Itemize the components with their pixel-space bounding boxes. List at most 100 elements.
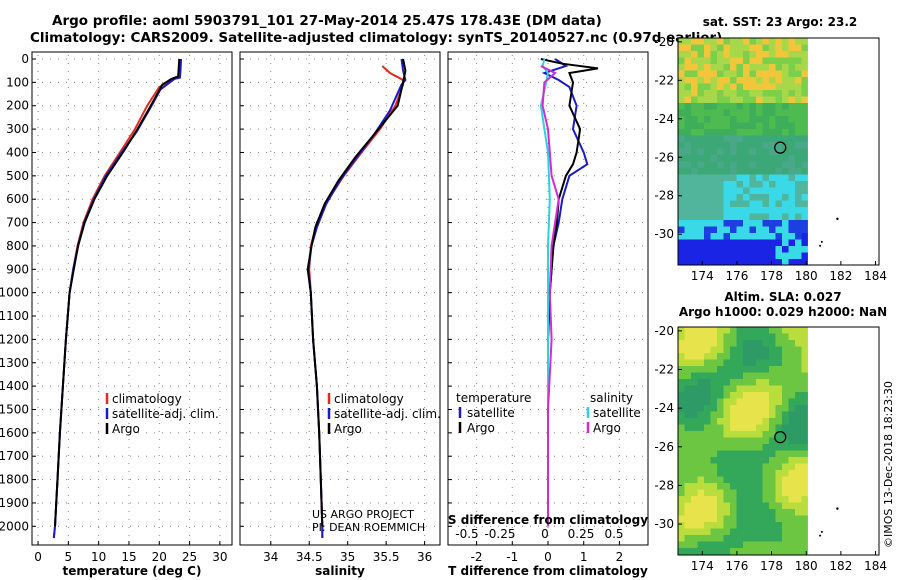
grid-dot	[114, 502, 115, 504]
map-cell	[743, 51, 750, 58]
grid-dot	[634, 315, 635, 317]
grid-dot	[394, 525, 395, 527]
grid-dot	[270, 79, 272, 80]
map-cell	[684, 220, 691, 227]
map-cell	[684, 470, 691, 477]
grid-dot	[618, 303, 620, 304]
map-cell	[782, 220, 789, 227]
map-cell	[743, 385, 750, 392]
map-cell	[762, 463, 769, 470]
grid-dot	[424, 367, 426, 368]
grid-dot	[67, 439, 69, 440]
map-x-tick-label: 176	[725, 559, 748, 573]
map-cell	[684, 181, 691, 188]
grid-dot	[618, 151, 620, 152]
grid-dot	[554, 479, 555, 481]
map-cell	[756, 181, 763, 188]
grid-dot	[219, 159, 221, 160]
map-cell	[710, 515, 717, 522]
map-cell	[730, 346, 737, 353]
grid-dot	[67, 111, 69, 112]
grid-dot	[67, 151, 69, 152]
map-cell	[782, 496, 789, 503]
grid-dot	[67, 359, 69, 360]
grid-dot	[58, 81, 59, 83]
map-cell	[769, 398, 776, 405]
grid-dot	[385, 95, 387, 96]
grid-dot	[189, 535, 191, 536]
grid-dot	[189, 375, 191, 376]
map-cell	[743, 83, 750, 90]
grid-dot	[98, 119, 100, 120]
map-cell	[736, 541, 743, 548]
map-cell	[756, 522, 763, 529]
grid-dot	[474, 502, 475, 504]
grid-dot	[314, 408, 315, 410]
grid-dot	[385, 143, 387, 144]
map-cell	[684, 379, 691, 386]
grid-dot	[98, 103, 100, 104]
map-cell	[769, 194, 776, 201]
grid-dot	[322, 245, 323, 247]
map-cell	[749, 489, 756, 496]
grid-dot	[290, 58, 291, 60]
grid-dot	[298, 525, 299, 527]
grid-dot	[476, 55, 478, 56]
map-cell	[717, 418, 724, 425]
map-cell	[788, 129, 795, 136]
map-cell	[710, 327, 717, 334]
grid-dot	[554, 315, 555, 317]
map-cell	[736, 327, 743, 334]
map-cell	[697, 135, 704, 142]
grid-dot	[434, 245, 435, 247]
grid-dot	[67, 199, 69, 200]
grid-dot	[426, 292, 427, 294]
grid-dot	[434, 58, 435, 60]
map-cell	[691, 509, 698, 516]
map-cell	[775, 450, 782, 457]
map-cell	[697, 340, 704, 347]
map-cell	[684, 135, 691, 142]
map-cell	[723, 346, 730, 353]
grid-dot	[58, 175, 59, 177]
map-cell	[762, 379, 769, 386]
grid-dot	[189, 511, 191, 512]
map-x-tick-label: 184	[864, 559, 887, 573]
grid-dot	[219, 111, 221, 112]
grid-dot	[154, 245, 155, 247]
map-cell	[717, 116, 724, 123]
grid-dot	[354, 502, 355, 504]
grid-dot	[602, 502, 603, 504]
grid-dot	[547, 183, 549, 184]
map-cell	[691, 502, 698, 509]
map-cell	[769, 522, 776, 529]
grid-dot	[410, 525, 411, 527]
map-cell	[743, 457, 750, 464]
sla-map-title-line1: Altim. SLA: 0.027	[724, 290, 841, 304]
grid-dot	[498, 338, 499, 340]
grid-dot	[538, 292, 539, 294]
map-cell	[684, 424, 691, 431]
grid-dot	[194, 362, 195, 364]
map-cell	[775, 226, 782, 233]
profile-panel-differences: -2 -1 0 1 2T difference from climatology	[447, 51, 649, 578]
grid-dot	[385, 431, 387, 432]
grid-dot	[322, 385, 323, 387]
grid-dot	[522, 105, 523, 107]
grid-dot	[42, 105, 43, 107]
grid-dot	[106, 292, 107, 294]
grid-dot	[570, 315, 571, 317]
grid-dot	[370, 128, 371, 130]
map-cell	[762, 496, 769, 503]
grid-dot	[347, 87, 349, 88]
grid-dot	[106, 245, 107, 247]
map-cell	[710, 509, 717, 516]
map-cell	[801, 161, 808, 168]
grid-dot	[410, 105, 411, 107]
grid-dot	[90, 198, 91, 200]
map-cell	[782, 366, 789, 373]
map-cell	[788, 437, 795, 444]
grid-dot	[128, 503, 130, 504]
grid-dot	[490, 198, 491, 200]
grid-dot	[466, 338, 467, 340]
